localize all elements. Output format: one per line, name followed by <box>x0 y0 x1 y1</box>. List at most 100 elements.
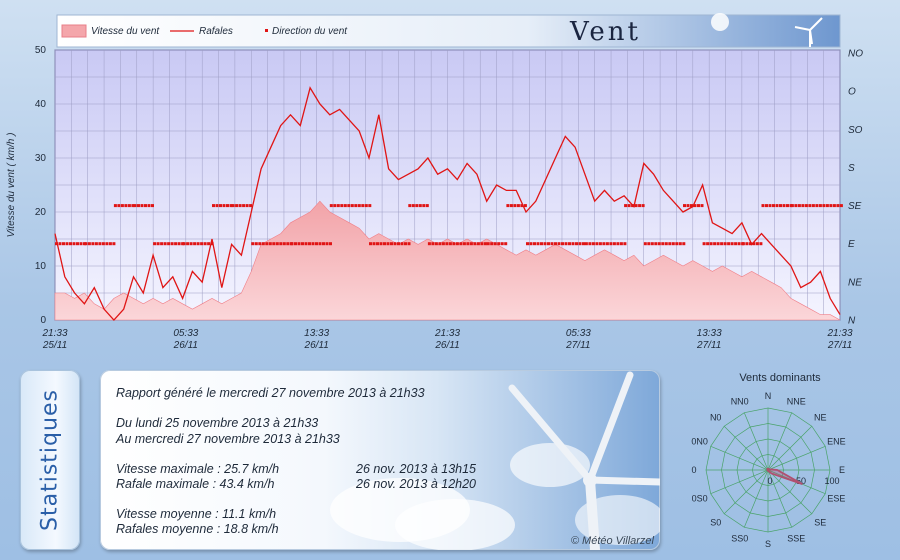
direction-marker <box>386 242 390 246</box>
direction-marker <box>231 204 235 208</box>
direction-marker <box>131 204 135 208</box>
direction-marker <box>361 204 365 208</box>
direction-marker <box>329 242 332 246</box>
direction-marker <box>671 242 675 246</box>
direction-marker <box>408 204 412 208</box>
rose-direction-label: NE <box>814 413 827 423</box>
direction-marker <box>737 242 741 246</box>
direction-marker <box>397 242 400 246</box>
sun-glow <box>711 13 729 31</box>
direction-marker <box>290 242 294 246</box>
direction-marker <box>200 242 204 246</box>
direction-marker <box>752 242 756 246</box>
direction-tick-label: E <box>848 239 855 250</box>
direction-marker <box>657 242 661 246</box>
rose-direction-label: N <box>765 391 772 401</box>
rose-spoke <box>743 469 769 528</box>
direction-marker <box>683 204 686 208</box>
legend-label-speed: Vitesse du vent <box>91 26 160 37</box>
direction-marker <box>643 242 647 246</box>
rose-radial-tick: 0 <box>767 476 772 486</box>
direction-marker <box>186 242 190 246</box>
direction-marker <box>794 204 798 208</box>
direction-marker <box>325 242 329 246</box>
direction-marker <box>523 204 527 208</box>
direction-marker <box>540 242 543 246</box>
x-tick-time: 21:33 <box>41 328 67 339</box>
direction-marker <box>825 204 829 208</box>
direction-marker <box>62 242 65 246</box>
direction-marker <box>483 242 487 246</box>
direction-marker <box>716 242 720 246</box>
direction-marker <box>513 204 517 208</box>
wind-speed-area <box>54 200 841 321</box>
direction-marker <box>727 242 731 246</box>
direction-marker <box>58 242 62 246</box>
legend-label-gusts: Rafales <box>199 26 233 37</box>
direction-marker <box>94 242 98 246</box>
direction-marker <box>650 242 654 246</box>
direction-marker <box>425 204 429 208</box>
x-tick-date: 26/11 <box>434 340 459 351</box>
direction-marker <box>318 242 322 246</box>
direction-marker <box>438 242 442 246</box>
direction-marker <box>336 204 340 208</box>
direction-marker <box>294 242 297 246</box>
direction-marker <box>675 242 679 246</box>
direction-marker <box>568 242 571 246</box>
direction-marker <box>286 242 290 246</box>
legend-swatch-speed <box>61 24 87 38</box>
x-tick-date: 25/11 <box>42 340 67 351</box>
direction-marker <box>105 242 109 246</box>
statistics-tab[interactable]: Statistiques <box>20 370 80 550</box>
report-period-to: Au mercredi 27 novembre 2013 à 21h33 <box>116 432 340 446</box>
direction-marker <box>801 204 805 208</box>
direction-marker <box>254 242 258 246</box>
direction-marker <box>782 204 786 208</box>
direction-marker <box>797 204 801 208</box>
direction-marker <box>730 242 734 246</box>
direction-marker <box>415 204 419 208</box>
direction-marker <box>347 204 351 208</box>
direction-marker <box>120 204 124 208</box>
direction-marker <box>279 242 283 246</box>
direction-marker <box>91 242 95 246</box>
direction-marker <box>713 242 717 246</box>
direction-marker <box>275 242 279 246</box>
wind-rose: N NNE NE ENE E ESE SE SSE S SS0 S0 0S0 0 0N0 N0 NN0 0 50 1… <box>691 391 845 549</box>
direction-marker <box>686 204 690 208</box>
direction-marker <box>261 242 265 246</box>
direction-marker <box>790 204 794 208</box>
direction-marker <box>700 204 704 208</box>
direction-marker <box>311 242 315 246</box>
direction-marker <box>418 204 422 208</box>
direction-marker <box>829 204 833 208</box>
rose-direction-label: S0 <box>710 517 721 527</box>
max-speed: Vitesse maximale : 25.7 km/h <box>116 462 280 476</box>
direction-marker <box>383 242 386 246</box>
direction-marker <box>759 242 763 246</box>
direction-marker <box>543 242 547 246</box>
rose-direction-label: SSE <box>787 533 805 543</box>
direction-marker <box>697 204 700 208</box>
direction-marker <box>357 204 361 208</box>
direction-marker <box>815 204 819 208</box>
direction-marker <box>215 204 219 208</box>
rose-direction-label: NN0 <box>731 397 749 407</box>
direction-marker <box>582 242 585 246</box>
rose-direction-label: NNE <box>787 397 806 407</box>
rose-spoke <box>743 412 769 471</box>
y-tick-label: 10 <box>35 261 47 272</box>
direction-marker <box>765 204 768 208</box>
rose-spoke <box>723 425 769 471</box>
direction-marker <box>193 242 197 246</box>
direction-marker <box>268 242 272 246</box>
direction-marker <box>623 242 627 246</box>
direction-marker <box>212 204 215 208</box>
direction-marker <box>407 242 411 246</box>
direction-marker <box>55 242 58 246</box>
x-tick-date: 27/11 <box>565 340 590 351</box>
direction-marker <box>554 242 557 246</box>
direction-marker <box>322 242 325 246</box>
direction-marker <box>333 204 337 208</box>
